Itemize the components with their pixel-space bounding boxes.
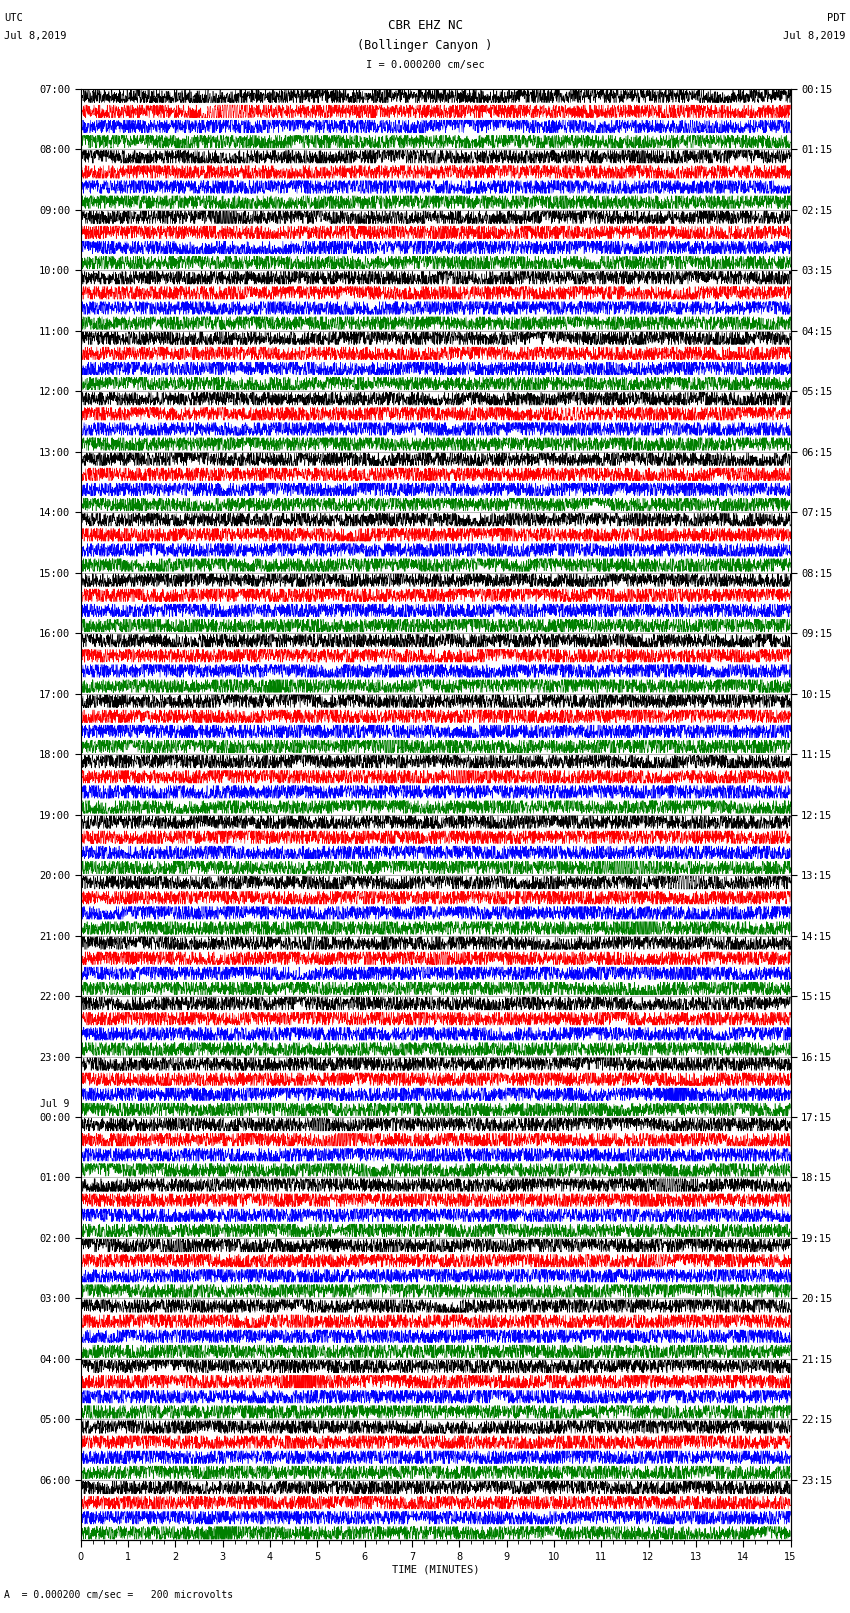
- Text: (Bollinger Canyon ): (Bollinger Canyon ): [357, 39, 493, 52]
- X-axis label: TIME (MINUTES): TIME (MINUTES): [392, 1565, 479, 1574]
- Text: I = 0.000200 cm/sec: I = 0.000200 cm/sec: [366, 60, 484, 69]
- Text: UTC: UTC: [4, 13, 23, 23]
- Text: Jul 9: Jul 9: [40, 1098, 70, 1108]
- Text: PDT: PDT: [827, 13, 846, 23]
- Text: A  = 0.000200 cm/sec =   200 microvolts: A = 0.000200 cm/sec = 200 microvolts: [4, 1590, 234, 1600]
- Text: CBR EHZ NC: CBR EHZ NC: [388, 19, 462, 32]
- Text: Jul 8,2019: Jul 8,2019: [4, 31, 67, 40]
- Text: Jul 8,2019: Jul 8,2019: [783, 31, 846, 40]
